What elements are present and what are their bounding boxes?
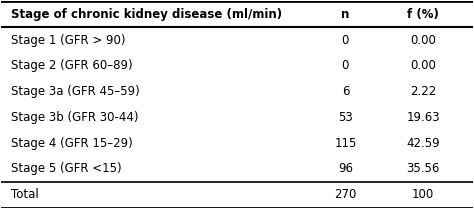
- Text: 115: 115: [334, 137, 356, 150]
- Text: Stage 5 (GFR <15): Stage 5 (GFR <15): [11, 162, 121, 175]
- Text: 270: 270: [334, 188, 356, 201]
- Text: 0: 0: [342, 59, 349, 72]
- Text: Stage 1 (GFR > 90): Stage 1 (GFR > 90): [11, 34, 125, 47]
- Text: 53: 53: [338, 111, 353, 124]
- Text: 19.63: 19.63: [406, 111, 440, 124]
- Text: Stage 3a (GFR 45–59): Stage 3a (GFR 45–59): [11, 85, 139, 98]
- Text: 42.59: 42.59: [406, 137, 440, 150]
- Text: 2.22: 2.22: [410, 85, 436, 98]
- Text: 96: 96: [338, 162, 353, 175]
- Text: f (%): f (%): [407, 8, 439, 21]
- Text: 0.00: 0.00: [410, 59, 436, 72]
- Text: Stage of chronic kidney disease (ml/min): Stage of chronic kidney disease (ml/min): [11, 8, 282, 21]
- Text: 6: 6: [342, 85, 349, 98]
- Text: n: n: [341, 8, 349, 21]
- Text: Stage 2 (GFR 60–89): Stage 2 (GFR 60–89): [11, 59, 132, 72]
- Text: 35.56: 35.56: [406, 162, 440, 175]
- Text: Stage 3b (GFR 30-44): Stage 3b (GFR 30-44): [11, 111, 138, 124]
- Text: Total: Total: [11, 188, 38, 201]
- Text: 100: 100: [412, 188, 434, 201]
- Text: Stage 4 (GFR 15–29): Stage 4 (GFR 15–29): [11, 137, 133, 150]
- Text: 0.00: 0.00: [410, 34, 436, 47]
- Text: 0: 0: [342, 34, 349, 47]
